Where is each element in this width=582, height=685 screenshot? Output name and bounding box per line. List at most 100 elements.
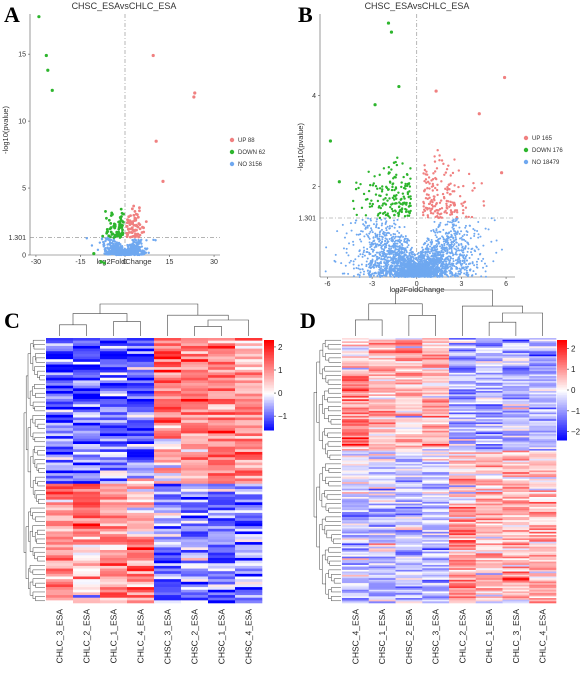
heatmap-cell <box>100 396 128 400</box>
heatmap-cell <box>154 557 182 561</box>
gene-point-no <box>422 267 425 270</box>
heatmap-cell <box>127 356 155 360</box>
gene-point-no <box>368 237 371 240</box>
gene-point-no <box>433 220 436 223</box>
heatmap-cell <box>154 425 182 429</box>
gene-point-up <box>472 181 475 185</box>
heatmap-cell <box>46 475 74 479</box>
heatmap-cell <box>181 507 209 511</box>
gene-point-no <box>382 248 385 251</box>
heatmap-cell <box>208 531 236 535</box>
heatmap-cell <box>208 565 236 569</box>
gene-point-no <box>445 246 448 249</box>
gene-point-up <box>133 219 137 222</box>
gene-point-up <box>445 167 449 171</box>
gene-point-down <box>362 192 366 196</box>
gene-point-no <box>128 243 132 247</box>
gene-point-down <box>119 216 123 220</box>
heatmap-cell <box>154 406 182 410</box>
gene-point-up <box>438 201 442 204</box>
gene-point-down <box>400 207 404 210</box>
gene-point-no <box>112 239 115 242</box>
heatmap-cell <box>127 388 155 392</box>
heatmap-cell <box>100 433 128 437</box>
heatmap-cell <box>181 520 209 524</box>
gene-point-no <box>484 270 487 273</box>
gene-point-down <box>404 210 408 214</box>
heatmap-cell <box>46 441 74 445</box>
gene-point-no <box>414 264 417 267</box>
heatmap-cell <box>181 483 209 487</box>
gene-point-no <box>371 231 374 234</box>
gene-point-no <box>374 234 377 237</box>
gene-point-no <box>436 275 439 278</box>
colorbar-segment <box>264 428 274 431</box>
heatmap-cell <box>181 438 209 442</box>
gene-point-down <box>371 202 375 206</box>
heatmap-cell <box>235 499 263 503</box>
heatmap-cell <box>181 444 209 447</box>
gene-point-no <box>473 249 476 252</box>
heatmap-cell <box>46 597 74 601</box>
gene-point-up <box>441 192 445 196</box>
heatmap-cell <box>100 504 128 508</box>
heatmap-cell <box>208 372 236 376</box>
heatmap-cell <box>181 396 209 400</box>
heatmap-cell <box>127 441 155 445</box>
heatmap-cell <box>46 428 74 432</box>
heatmap-cell <box>235 555 263 559</box>
gene-point-down <box>114 234 118 238</box>
gene-point-no <box>386 250 389 253</box>
gene-point-no <box>343 236 346 239</box>
gene-point-no <box>118 246 121 249</box>
gene-point-no <box>455 241 458 244</box>
heatmap-cell <box>181 367 209 371</box>
gene-point-no <box>406 275 409 278</box>
gene-point-no <box>422 243 425 246</box>
heatmap-cell <box>181 486 209 490</box>
gene-point-no <box>460 230 463 233</box>
legend-label: DOWN 62 <box>238 150 266 156</box>
heatmap-cell <box>73 526 101 530</box>
heatmap-cell <box>154 428 182 432</box>
heatmap-cell <box>73 422 101 426</box>
heatmap-cell <box>46 478 74 482</box>
gene-point-no <box>493 219 496 222</box>
heatmap-cell <box>46 467 74 471</box>
heatmap-cell <box>46 444 74 447</box>
heatmap-cell <box>73 489 101 492</box>
heatmap-cell <box>73 544 101 548</box>
heatmap-cell <box>46 587 74 591</box>
heatmap-cell <box>73 571 101 575</box>
heatmap-cell <box>73 404 101 408</box>
heatmap-cell <box>154 340 182 344</box>
heatmap-cell <box>235 444 263 447</box>
gene-point-down <box>120 211 124 215</box>
gene-point-down <box>119 207 123 211</box>
gene-point-no <box>85 237 88 240</box>
gene-point-no <box>96 248 100 252</box>
heatmap-cell <box>154 494 182 498</box>
gene-point-no <box>479 235 482 238</box>
heatmap-cell <box>208 375 236 379</box>
gene-point-no <box>354 258 357 261</box>
gene-point-no <box>370 248 373 251</box>
gene-point-no <box>340 262 343 265</box>
gene-point-no <box>448 269 451 272</box>
gene-point-no <box>397 257 400 260</box>
gene-point-no <box>447 258 450 261</box>
gene-point-no <box>388 225 391 228</box>
gene-point-no <box>495 239 498 242</box>
heatmap-cell <box>154 345 182 349</box>
gene-point-up <box>440 180 443 183</box>
heatmap-cell <box>154 600 182 604</box>
gene-point-no <box>484 227 487 230</box>
gene-point-up <box>428 207 431 210</box>
gene-point-no <box>388 227 391 230</box>
gene-point-no <box>461 260 464 263</box>
heatmap-cell <box>127 595 155 598</box>
colorbar-tick-label: −1 <box>278 412 288 421</box>
heatmap-cell <box>154 441 182 445</box>
gene-point-no <box>483 262 486 265</box>
heatmap-cell <box>127 568 155 572</box>
